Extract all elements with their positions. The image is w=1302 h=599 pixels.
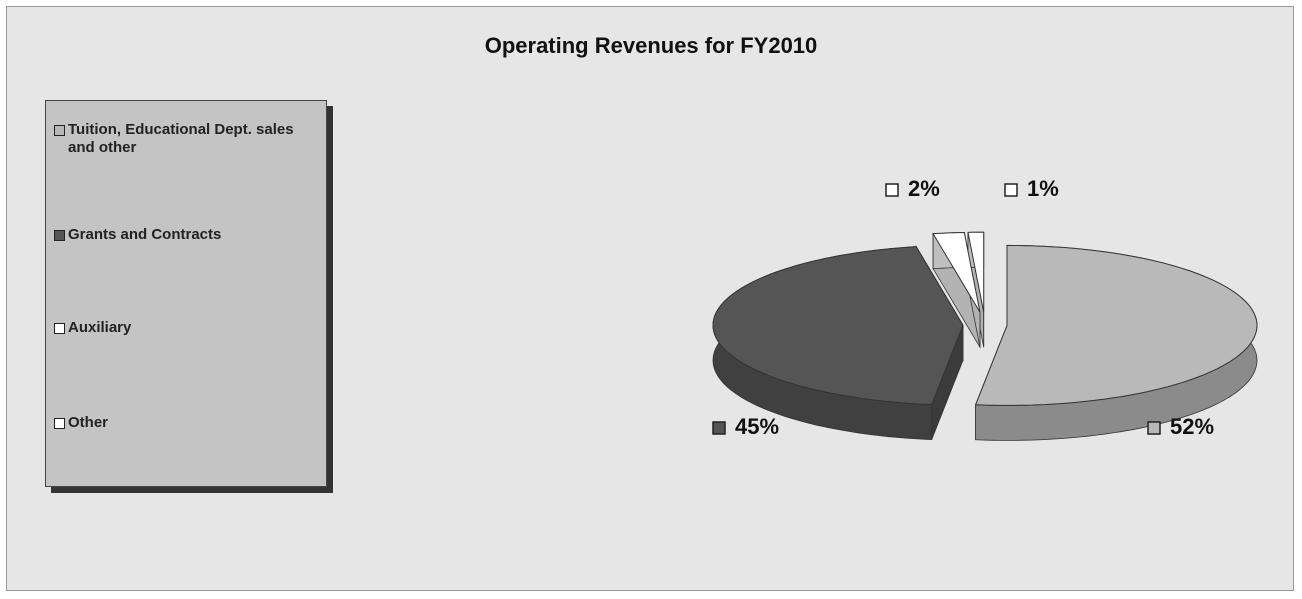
legend-label: Auxiliary: [68, 319, 132, 336]
label-swatch: [712, 421, 726, 435]
label-swatch: [1147, 421, 1161, 435]
label-swatch: [1004, 183, 1018, 197]
slice: [712, 246, 964, 406]
data-label: 2%: [908, 176, 940, 201]
legend: Tuition, Educational Dept. sales and oth…: [45, 100, 327, 487]
data-label: 1%: [1027, 176, 1059, 201]
label-swatch: [885, 183, 899, 197]
legend-swatch: [54, 230, 65, 241]
slice: [974, 244, 1258, 406]
legend-item: Auxiliary: [54, 319, 324, 337]
legend-item: Tuition, Educational Dept. sales and oth…: [54, 121, 324, 157]
chart-title: Operating Revenues for FY2010: [485, 33, 818, 58]
data-label: 52%: [1170, 414, 1214, 439]
legend-swatch: [54, 125, 65, 136]
data-label: 45%: [735, 414, 779, 439]
legend-swatch: [54, 323, 65, 334]
legend-label: Tuition, Educational Dept. sales and oth…: [68, 121, 294, 156]
legend-swatch: [54, 418, 65, 429]
legend-item: Grants and Contracts: [54, 226, 324, 244]
slice: [967, 231, 985, 313]
legend-item: Other: [54, 414, 324, 432]
legend-label: Grants and Contracts: [68, 226, 222, 243]
slice: [932, 231, 981, 313]
legend-label: Other: [68, 414, 109, 431]
